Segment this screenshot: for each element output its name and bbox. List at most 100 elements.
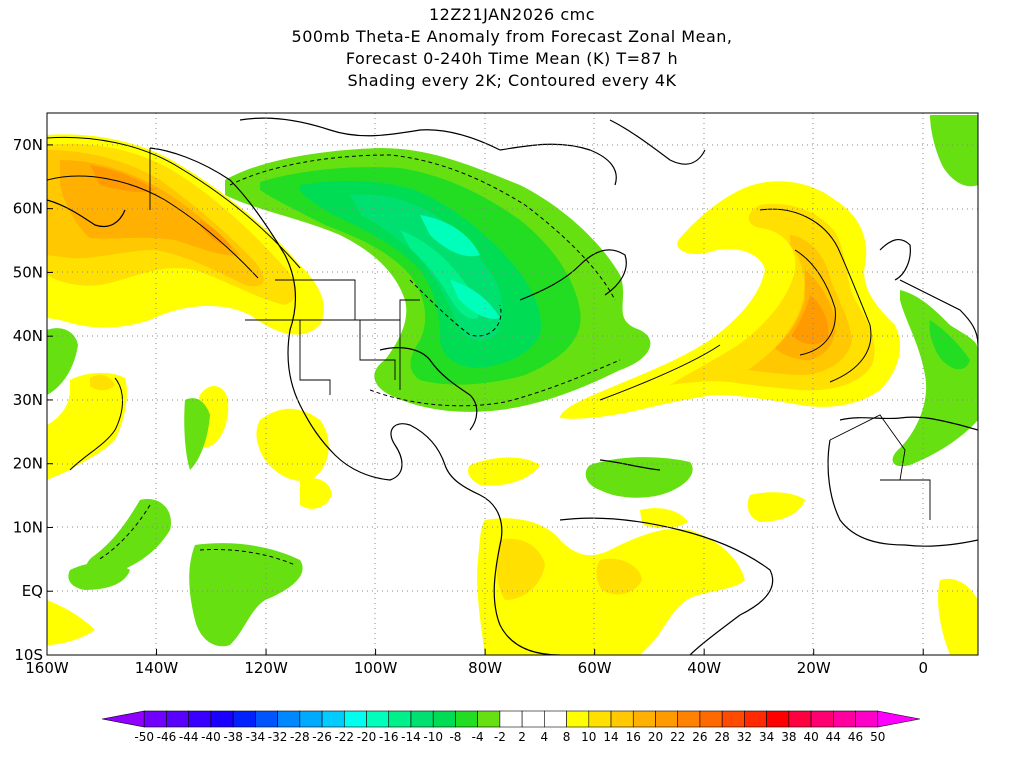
- colorbar-swatch: [788, 710, 812, 728]
- colorbar-label: 44: [826, 730, 841, 744]
- colorbar-label: 32: [737, 730, 752, 744]
- colorbar-swatch: [477, 710, 501, 728]
- title-line-forecast: Forecast 0-240h Time Mean (K) T=87 h: [345, 49, 679, 68]
- lat-tick-label: 60N: [13, 200, 43, 218]
- colorbar-swatch: [388, 710, 412, 728]
- colorbar-label: -4: [472, 730, 484, 744]
- contour-lines: [47, 136, 872, 471]
- colorbar-swatch: [299, 710, 323, 728]
- lat-tick-label: 70N: [13, 136, 43, 154]
- colorbar-label: -26: [312, 730, 332, 744]
- colorbar-swatch: [721, 710, 745, 728]
- lat-tick-label: EQ: [22, 582, 43, 600]
- colorbar-label: 8: [563, 730, 571, 744]
- colorbar-label: -14: [401, 730, 421, 744]
- colorbar-label: 40: [803, 730, 818, 744]
- colorbar-swatch: [101, 710, 145, 728]
- colorbar-swatch: [277, 710, 301, 728]
- lat-tick-label: 10S: [14, 646, 43, 664]
- colorbar-swatch: [766, 710, 790, 728]
- colorbar-swatch: [632, 710, 656, 728]
- lat-tick-label: 30N: [13, 391, 43, 409]
- colorbar-swatch: [877, 710, 921, 728]
- lon-tick-label: 100W: [354, 659, 398, 677]
- colorbar-label: -32: [268, 730, 288, 744]
- colorbar-swatch: [455, 710, 478, 728]
- colorbar-label: -28: [290, 730, 310, 744]
- colorbar: -50 -46 -44 -40 -38 -34 -32 -28 -26 -22 -20 -16 -14-…: [101, 710, 921, 744]
- coastlines: [47, 117, 978, 655]
- lat-tick-label: 40N: [13, 327, 43, 345]
- colorbar-swatch: [521, 710, 545, 728]
- colorbar-label: 16: [626, 730, 641, 744]
- colorbar-label: 34: [759, 730, 774, 744]
- colorbar-swatch: [366, 710, 390, 728]
- lon-tick-label: 40W: [687, 659, 721, 677]
- colorbar-swatch: [321, 710, 345, 728]
- colorbar-label: 46: [848, 730, 863, 744]
- colorbar-label: 28: [715, 730, 730, 744]
- plot-title: 12Z21JAN2026 cmc 500mb Theta-E Anomaly f…: [0, 4, 1024, 92]
- south-america-warm-anomaly: [300, 457, 978, 655]
- graticule: [47, 113, 978, 655]
- negative-contour-lines: [97, 154, 621, 566]
- lon-tick-label: 160W: [25, 659, 69, 677]
- colorbar-swatch: [499, 710, 523, 728]
- colorbar-label: -50: [134, 730, 154, 744]
- colorbar-swatch: [610, 710, 634, 728]
- colorbar-label: 50: [870, 730, 885, 744]
- lat-tick-label: 20N: [13, 455, 43, 473]
- colorbar-swatch: [188, 710, 212, 728]
- latitude-axis: 70N 60N 50N 40N 30N 20N 10N EQ 10S: [13, 136, 53, 664]
- colorbar-swatch: [655, 710, 679, 728]
- lat-tick-label: 50N: [13, 263, 43, 281]
- colorbar-swatch: [810, 710, 834, 728]
- colorbar-label: 22: [670, 730, 685, 744]
- lon-tick-label: 140W: [135, 659, 179, 677]
- colorbar-swatch: [143, 710, 167, 728]
- lon-tick-label: 0: [918, 659, 928, 677]
- colorbar-label: 10: [581, 730, 596, 744]
- title-line-field: 500mb Theta-E Anomaly from Forecast Zona…: [291, 27, 733, 46]
- colorbar-swatch: [232, 710, 256, 728]
- colorbar-swatch: [677, 710, 701, 728]
- colorbar-label: -2: [494, 730, 506, 744]
- lat-tick-label: 10N: [13, 518, 43, 536]
- colorbar-label: -44: [179, 730, 199, 744]
- colorbar-label: -46: [157, 730, 177, 744]
- colorbar-swatch: [588, 710, 612, 728]
- lon-tick-label: 120W: [244, 659, 288, 677]
- colorbar-swatch: [343, 710, 367, 728]
- title-line-shading: Shading every 2K; Contoured every 4K: [347, 71, 677, 90]
- colorbar-label: -22: [334, 730, 354, 744]
- colorbar-label: -8: [449, 730, 461, 744]
- lon-tick-label: 20W: [797, 659, 831, 677]
- colorbar-swatch: [432, 710, 456, 728]
- colorbar-swatch: [544, 710, 567, 728]
- colorbar-label: -40: [201, 730, 221, 744]
- political-borders: [149, 148, 931, 520]
- longitude-axis: 160W 140W 120W 100W 80W 60W 40W 20W 0: [25, 649, 928, 677]
- colorbar-swatch: [699, 710, 723, 728]
- map-frame: [46, 112, 979, 656]
- colorbar-swatch: [410, 710, 434, 728]
- lon-tick-label: 80W: [468, 659, 502, 677]
- colorbar-label: -16: [379, 730, 399, 744]
- lon-tick-label: 60W: [578, 659, 612, 677]
- colorbar-label: -38: [223, 730, 243, 744]
- colorbar-label: 2: [518, 730, 526, 744]
- colorbar-swatch: [833, 710, 856, 728]
- north-america-cold-anomaly: [47, 115, 978, 647]
- colorbar-label: -20: [357, 730, 377, 744]
- colorbar-swatch: [744, 710, 767, 728]
- colorbar-swatch: [210, 710, 234, 728]
- colorbar-swatch: [166, 710, 189, 728]
- colorbar-label: 26: [692, 730, 707, 744]
- colorbar-label: -10: [423, 730, 443, 744]
- colorbar-swatch: [566, 710, 590, 728]
- map-plot-area: [47, 113, 978, 655]
- colorbar-swatch: [255, 710, 278, 728]
- colorbar-label: 14: [603, 730, 618, 744]
- colorbar-label: 20: [648, 730, 663, 744]
